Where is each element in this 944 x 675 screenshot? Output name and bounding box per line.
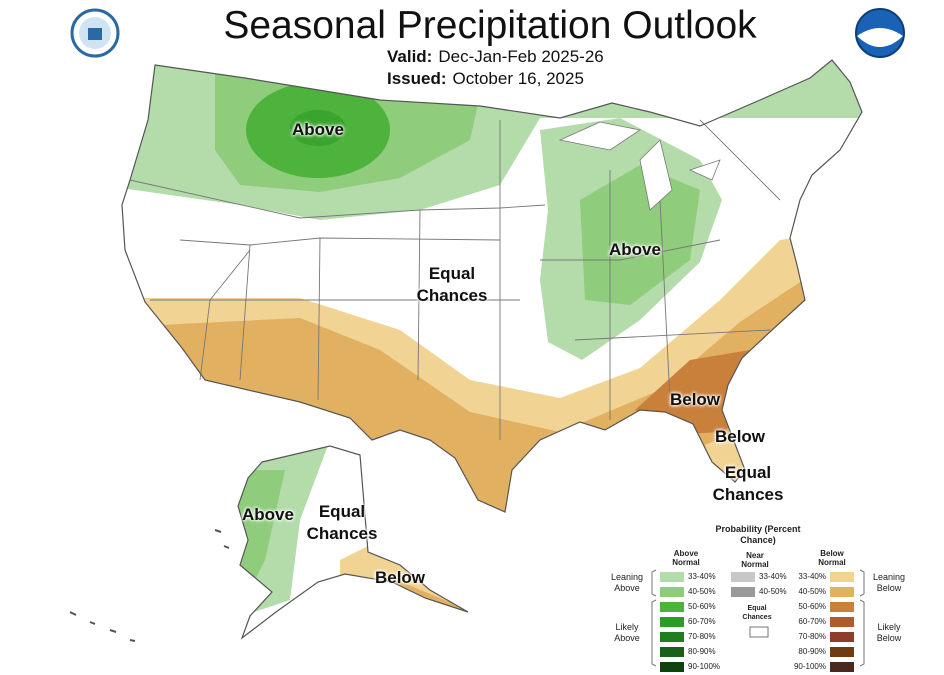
legend-swatch — [830, 587, 854, 597]
legend-brackets — [651, 569, 865, 667]
legend-label: 33-40% — [798, 572, 826, 581]
group-label: Likely Above — [614, 622, 640, 643]
equal-chances-label: Equal Chances — [742, 605, 772, 621]
group-label: Likely Below — [876, 622, 902, 643]
islands — [69, 529, 230, 642]
legend-swatch — [660, 647, 684, 657]
legend-label: 33-40% — [688, 572, 716, 581]
alaska-outline — [237, 445, 469, 640]
conus-outline — [121, 59, 863, 513]
legend-label: 40-50% — [759, 587, 787, 596]
legend-swatch — [830, 617, 854, 627]
legend-label: 33-40% — [759, 572, 787, 581]
map-label: Below — [374, 568, 426, 587]
title: Seasonal Precipitation Outlook — [223, 4, 757, 47]
legend-swatch — [830, 662, 854, 672]
map-label: Below — [714, 427, 766, 446]
legend-label: 50-60% — [798, 602, 826, 611]
legend-swatch — [660, 632, 684, 642]
legend-swatch — [660, 572, 684, 582]
legend-swatch — [660, 617, 684, 627]
legend-label: 60-70% — [798, 617, 826, 626]
legend-swatch — [731, 572, 755, 582]
state-borders — [129, 119, 781, 440]
valid-value: Dec-Jan-Feb 2025-26 — [438, 47, 604, 66]
legend-label: 40-50% — [688, 587, 716, 596]
legend-label: 70-80% — [688, 632, 716, 641]
group-label: Leaning Above — [610, 572, 644, 593]
column-header: Near Normal — [741, 551, 769, 569]
map-label: Equal Chances — [712, 463, 784, 504]
map-label: Above — [242, 505, 294, 524]
legend-label: 80-90% — [688, 647, 716, 656]
column-header: Below Normal — [818, 549, 846, 567]
legend-swatch — [660, 662, 684, 672]
legend-title: Probability (Percent Chance) — [715, 524, 801, 545]
legend-label: 50-60% — [688, 602, 716, 611]
map-label: Below — [669, 390, 721, 409]
legend-swatch — [660, 602, 684, 612]
issued-value: October 16, 2025 — [452, 69, 584, 88]
legend-swatch — [731, 587, 755, 597]
legend-swatch — [830, 602, 854, 612]
legend-label: 70-80% — [798, 632, 826, 641]
valid-line: Valid: Dec-Jan-Feb 2025-26 — [387, 47, 604, 67]
equal-chances-swatch — [749, 626, 769, 638]
legend-swatch — [830, 572, 854, 582]
issued-line: Issued: October 16, 2025 — [387, 69, 584, 89]
group-label: Leaning Below — [872, 572, 906, 593]
issued-label: Issued: — [387, 69, 447, 88]
legend-label: 60-70% — [688, 617, 716, 626]
map-label: Above — [292, 120, 344, 139]
commerce-logo — [70, 8, 120, 58]
column-header: Above Normal — [672, 549, 700, 567]
legend-swatch — [830, 647, 854, 657]
legend-swatch — [660, 587, 684, 597]
valid-label: Valid: — [387, 47, 433, 66]
map-label: Equal Chances — [306, 502, 378, 543]
noaa-logo — [855, 8, 905, 58]
legend-swatch — [830, 632, 854, 642]
map-label: Above — [609, 240, 661, 259]
great-lakes — [558, 121, 721, 211]
legend-label: 80-90% — [798, 647, 826, 656]
legend-label: 90-100% — [793, 662, 826, 671]
legend-label: 90-100% — [688, 662, 721, 671]
legend-label: 40-50% — [798, 587, 826, 596]
map-label: Equal Chances — [416, 264, 488, 305]
